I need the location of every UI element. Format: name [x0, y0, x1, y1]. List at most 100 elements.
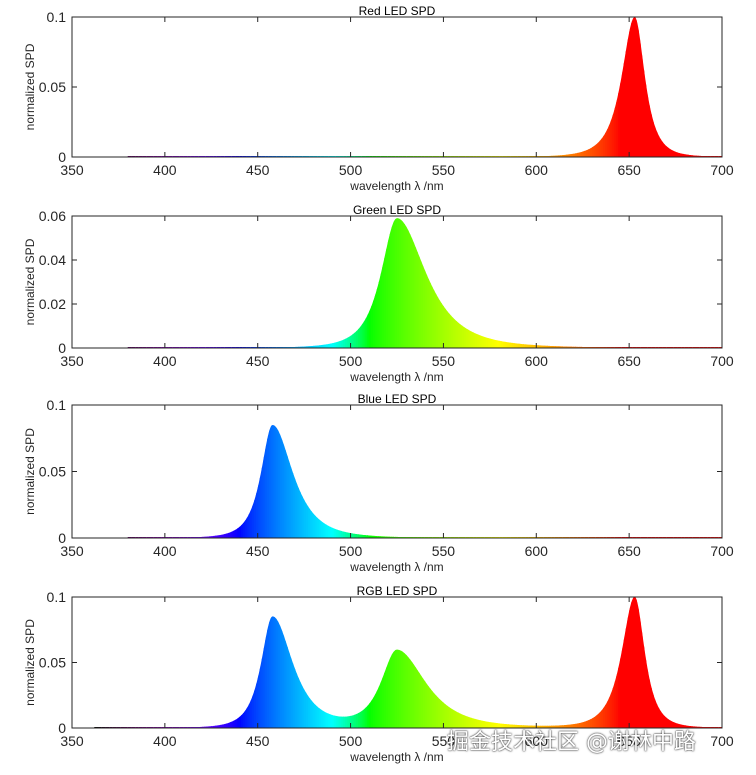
spectrum-strip — [515, 424, 519, 538]
spectrum-strip — [571, 17, 575, 157]
spectrum-strip — [348, 424, 352, 538]
spectrum-strip — [124, 597, 127, 728]
spectrum-strip — [476, 424, 480, 538]
spectrum-strip — [566, 597, 569, 728]
spectrum-strip — [586, 218, 589, 348]
spectrum-strip — [202, 424, 205, 538]
spectrum-strip — [705, 218, 708, 348]
spectrum-strip — [584, 218, 588, 348]
spectrum-strip — [640, 218, 643, 348]
spectrum-strip — [690, 424, 693, 538]
spectrum-strip — [406, 597, 409, 728]
spectrum-strip — [480, 17, 484, 157]
spectrum-strip — [161, 218, 164, 348]
spectrum-strip — [415, 17, 419, 157]
x-tick-label: 450 — [246, 353, 270, 369]
spectrum-strip — [612, 424, 615, 538]
spectrum-strip — [562, 597, 565, 728]
spectrum-strip — [573, 218, 576, 348]
spectrum-strip — [246, 218, 250, 348]
spectrum-strip — [525, 17, 528, 157]
x-tick-label: 400 — [153, 543, 177, 559]
spectrum-strip — [658, 424, 662, 538]
spectrum-strip — [346, 597, 350, 728]
spectrum-strip — [692, 218, 695, 348]
spectrum-strip — [562, 424, 565, 538]
watermark-text: 掘金技术社区 @谢林中路 — [447, 730, 696, 755]
spectrum-strip — [484, 424, 487, 538]
spectrum-strip — [335, 17, 339, 157]
spectrum-strip — [668, 218, 671, 348]
y-tick-label: 0 — [58, 340, 66, 356]
spectrum-strip — [567, 17, 571, 157]
spectrum-strip — [432, 17, 435, 157]
spectrum-strip — [569, 218, 573, 348]
spectrum-strip — [662, 17, 666, 157]
spectrum-strip — [345, 597, 348, 728]
spectrum-strip — [252, 17, 255, 157]
spectrum-strip — [244, 17, 248, 157]
spectrum-strip — [268, 17, 272, 157]
spectrum-strip — [402, 218, 406, 348]
spectrum-strip — [478, 597, 482, 728]
spectrum-strip — [586, 17, 589, 157]
spectrum-strip — [686, 424, 690, 538]
spectrum-strip — [514, 218, 517, 348]
spectrum-strip — [190, 17, 194, 157]
spectrum-strip — [709, 597, 712, 728]
x-tick-label: 500 — [339, 162, 363, 178]
spectrum-strip — [263, 597, 266, 728]
spectrum-strip — [677, 597, 680, 728]
spectrum-strip — [642, 597, 645, 728]
spectrum-strip — [324, 597, 328, 728]
spectrum-strip — [510, 17, 513, 157]
spectrum-strip — [333, 597, 337, 728]
spectrum-strip — [488, 17, 491, 157]
spectrum-strip — [326, 424, 329, 538]
spectrum-strip — [226, 424, 229, 538]
spectrum-strip — [491, 424, 495, 538]
spectrum-strip — [497, 424, 500, 538]
spectrum-strip — [577, 424, 580, 538]
spectrum-strip — [213, 218, 216, 348]
spectrum-strip — [313, 218, 316, 348]
spectrum-strip — [411, 17, 415, 157]
spectrum-strip — [454, 424, 458, 538]
spectrum-strip — [681, 218, 684, 348]
spectrum-strip — [235, 424, 238, 538]
spectrum-strip — [198, 218, 201, 348]
spectrum-strip — [541, 17, 545, 157]
spectrum-strip — [683, 17, 686, 157]
spectrum-strip — [462, 597, 465, 728]
spectrum-strip — [274, 424, 277, 538]
spectrum-strip — [159, 424, 162, 538]
spectrum-strip — [606, 218, 610, 348]
spectrum-strip — [569, 17, 573, 157]
spectrum-strip — [549, 597, 552, 728]
spectrum-strip — [163, 424, 166, 538]
spectrum-strip — [272, 218, 276, 348]
spectrum-strip — [218, 597, 222, 728]
spectrum-strip — [619, 17, 623, 157]
spectrum-strip — [514, 597, 517, 728]
spectrum-strip — [510, 218, 513, 348]
spectrum-strip — [621, 424, 625, 538]
spectrum-strip — [389, 597, 393, 728]
spectrum-strip — [265, 218, 268, 348]
spectrum-strip — [181, 424, 185, 538]
x-tick-label: 350 — [60, 162, 84, 178]
spectrum-strip — [627, 424, 630, 538]
spectrum-strip — [660, 597, 664, 728]
spectrum-strip — [486, 218, 489, 348]
spectrum-strip — [714, 17, 718, 157]
spectrum-strip — [138, 424, 142, 538]
spectrum-strip — [415, 218, 419, 348]
spectrum-strip — [463, 17, 467, 157]
spectrum-strip — [202, 218, 205, 348]
spectrum-strip — [612, 218, 615, 348]
spectrum-strip — [205, 597, 209, 728]
spectrum-strip — [558, 597, 562, 728]
spectrum-strip — [582, 597, 586, 728]
y-tick-label: 0.06 — [39, 208, 66, 224]
spectrum-strip — [187, 218, 190, 348]
